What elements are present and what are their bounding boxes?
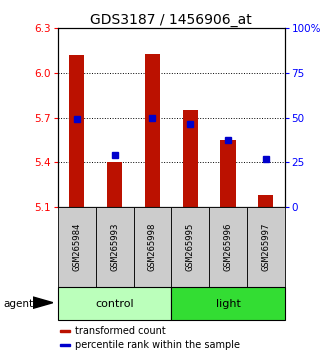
Bar xyxy=(107,162,122,207)
Bar xyxy=(133,207,171,287)
Bar xyxy=(145,54,160,207)
Text: control: control xyxy=(95,298,134,309)
Bar xyxy=(183,110,198,207)
Bar xyxy=(209,207,247,287)
Bar xyxy=(60,344,70,346)
Text: GSM265997: GSM265997 xyxy=(261,223,270,271)
Bar xyxy=(58,207,96,287)
Text: GSM265998: GSM265998 xyxy=(148,223,157,271)
Text: GSM265984: GSM265984 xyxy=(72,223,81,271)
Bar xyxy=(60,330,70,332)
Title: GDS3187 / 1456906_at: GDS3187 / 1456906_at xyxy=(90,13,252,27)
Bar xyxy=(58,287,171,320)
Bar xyxy=(171,287,285,320)
Bar xyxy=(69,55,84,207)
Bar xyxy=(171,207,209,287)
Text: GSM265993: GSM265993 xyxy=(110,223,119,271)
Text: transformed count: transformed count xyxy=(75,326,166,336)
Bar xyxy=(220,140,236,207)
Bar xyxy=(258,195,273,207)
Bar xyxy=(247,207,285,287)
Text: agent: agent xyxy=(3,299,33,309)
Polygon shape xyxy=(33,297,53,308)
Text: light: light xyxy=(215,298,240,309)
Text: GSM265995: GSM265995 xyxy=(186,223,195,271)
Text: percentile rank within the sample: percentile rank within the sample xyxy=(75,340,240,350)
Text: GSM265996: GSM265996 xyxy=(223,223,232,271)
Bar xyxy=(96,207,133,287)
